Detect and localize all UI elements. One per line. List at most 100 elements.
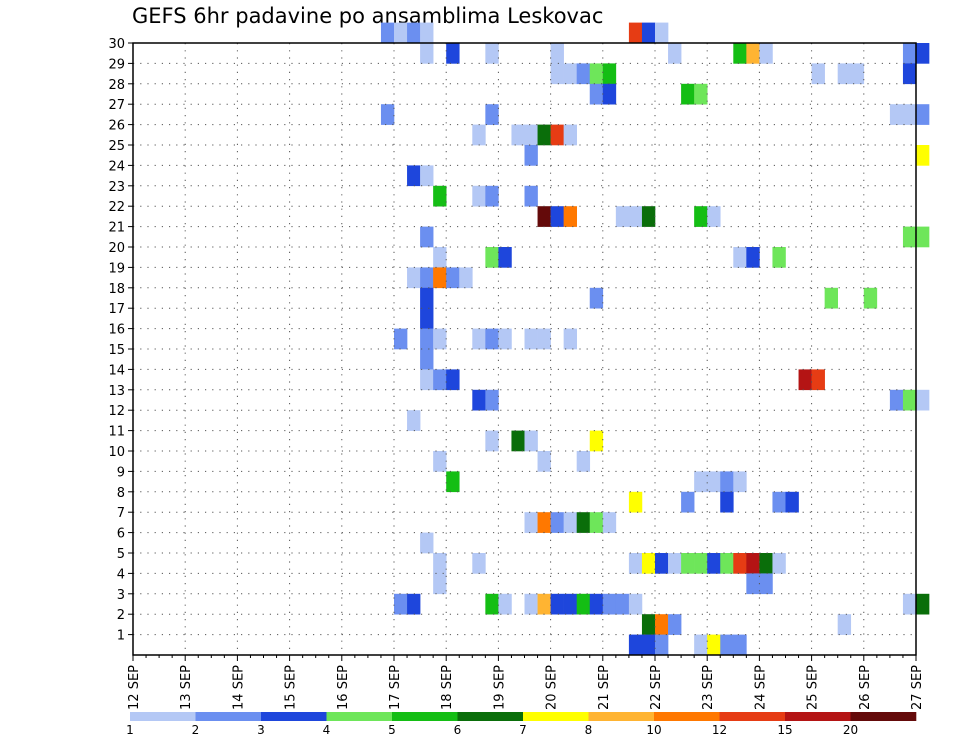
legend-swatch <box>654 712 720 721</box>
heatmap-cell <box>524 145 538 166</box>
legend-label: 20 <box>843 723 858 737</box>
heatmap-cell <box>420 369 434 391</box>
y-tick-label: 30 <box>108 37 125 52</box>
heatmap-cell <box>707 206 721 227</box>
x-tick-label: 26 SEP <box>858 665 873 710</box>
y-tick-label: 25 <box>108 139 125 154</box>
x-tick-label: 27 SEP <box>910 665 925 710</box>
heatmap-cell <box>902 389 917 411</box>
heatmap-cell <box>589 430 604 452</box>
x-tick-label: 17 SEP <box>388 665 403 710</box>
x-tick-label: 15 SEP <box>284 665 299 710</box>
legend-swatch <box>523 712 589 721</box>
heatmap-cell <box>446 369 460 391</box>
y-tick-label: 22 <box>108 200 125 215</box>
heatmap-cell <box>433 247 447 268</box>
heatmap-cell <box>511 430 525 452</box>
legend-label: 15 <box>777 723 792 737</box>
y-tick-label: 27 <box>108 98 125 113</box>
heatmap-cell <box>524 512 538 533</box>
x-tick-label: 23 SEP <box>701 665 716 710</box>
chart-title: GEFS 6hr padavine po ansamblima Leskovac <box>132 4 604 28</box>
x-tick-label: 24 SEP <box>753 665 768 710</box>
heatmap-cell <box>420 22 434 44</box>
heatmap-cell <box>433 553 447 574</box>
heatmap-cell <box>407 165 421 187</box>
y-tick-label: 7 <box>117 506 125 521</box>
y-tick-label: 15 <box>108 343 125 358</box>
heatmap-cell <box>641 22 656 44</box>
heatmap-cell <box>889 104 904 125</box>
heatmap-cell <box>798 369 812 391</box>
heatmap-cell <box>420 226 434 248</box>
heatmap-cell <box>655 634 669 656</box>
heatmap-cell <box>602 593 617 615</box>
heatmap-cell <box>759 43 773 64</box>
heatmap-cell <box>511 124 525 146</box>
heatmap-cell <box>694 471 708 493</box>
grid-lines <box>133 43 916 655</box>
heatmap-cell <box>628 553 643 574</box>
heatmap-cell <box>720 553 734 574</box>
y-tick-label: 21 <box>108 221 125 236</box>
y-tick-label: 13 <box>108 384 125 399</box>
heatmap-cell <box>394 593 408 615</box>
x-tick-label: 13 SEP <box>179 665 194 710</box>
heatmap-cell <box>746 553 760 574</box>
heatmap-cell <box>615 593 630 615</box>
x-tick-label: 18 SEP <box>440 665 455 710</box>
heatmap-cell <box>772 247 786 268</box>
heatmap-cell <box>916 43 930 64</box>
heatmap-cell <box>602 512 617 533</box>
heatmap-cell <box>772 553 786 574</box>
y-tick-label: 17 <box>108 302 125 317</box>
x-tick-label: 21 SEP <box>597 665 612 710</box>
heatmap-cell <box>916 593 930 615</box>
heatmap-cell <box>720 491 734 513</box>
heatmap-cell <box>563 593 577 615</box>
heatmap-cell <box>668 553 682 574</box>
y-tick-label: 10 <box>108 445 125 460</box>
heatmap-cell <box>628 634 643 656</box>
heatmap-cell <box>420 43 434 64</box>
y-tick-label: 18 <box>108 282 125 297</box>
heatmap-cell <box>641 614 656 635</box>
heatmap-cell <box>733 634 747 656</box>
heatmap-cell <box>576 512 591 533</box>
heatmap-cell <box>420 267 434 289</box>
legend-swatch <box>195 712 262 721</box>
heatmap-cell <box>655 553 669 574</box>
heatmap-cell <box>681 83 695 105</box>
y-tick-label: 11 <box>108 425 125 440</box>
heatmap-cell <box>850 63 865 85</box>
legend-swatch <box>588 712 655 721</box>
heatmap-cell <box>407 267 421 289</box>
y-tick-label: 9 <box>117 465 125 480</box>
heatmap-cell <box>746 573 760 595</box>
heatmap-cell <box>537 593 551 615</box>
heatmap-cell <box>550 43 564 64</box>
x-tick-label: 20 SEP <box>545 665 560 710</box>
heatmap-cell <box>498 593 512 615</box>
legend-label: 5 <box>388 723 396 737</box>
legend-label: 12 <box>712 723 727 737</box>
heatmap-cell <box>407 593 421 615</box>
y-tick-label: 12 <box>108 404 125 419</box>
heatmap-cell <box>746 247 760 268</box>
heatmap-cell <box>537 206 551 227</box>
heatmap-cell <box>485 430 499 452</box>
heatmap-cell <box>589 287 604 309</box>
heatmap-cell <box>563 512 577 533</box>
heatmap-cell <box>681 553 695 574</box>
heatmap-cell <box>707 553 721 574</box>
heatmap-cell <box>524 328 538 350</box>
heatmap-cell <box>433 573 447 595</box>
heatmap-cell <box>902 104 917 125</box>
heatmap-cell <box>472 389 486 411</box>
heatmap-cell <box>524 124 538 146</box>
heatmap-cell <box>824 287 838 309</box>
legend-label: 8 <box>585 723 593 737</box>
heatmap-cell <box>589 63 604 85</box>
heatmap-cell <box>655 22 669 44</box>
